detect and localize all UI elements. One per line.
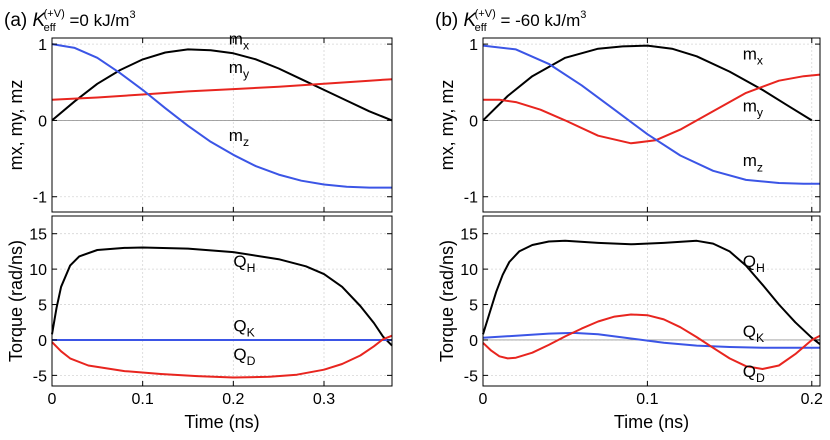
panel-a-bottom-ytick-label: 10 [29,262,47,279]
panel-a-top-label-mx: mx [229,29,249,52]
panel-b-xtick-label: 0 [479,391,488,408]
panel-a-xtick-label: 0.2 [222,391,244,408]
panel-b-top-label-mx: mx [743,44,763,67]
panel-b-top-ylabel: mx, my, mz [437,80,457,171]
panel-b-bottom-ytick-label: -5 [464,368,478,385]
panel-b-top-series-my [483,73,821,145]
panel-a-bottom-frame [51,215,393,387]
panel-b-xtick-label: 0.2 [801,391,823,408]
panel-b-xlabel: Time (ns) [614,412,689,432]
panel-a-bottom-ytick-label: 0 [38,333,47,350]
panel-b-bottom-ytick-label: 0 [469,333,478,350]
panel-a-bottom-ytick-label: -5 [33,368,47,385]
panel-b-top-label-mz: mz [743,151,763,174]
panel-b-bottom-label-QD: QD [743,362,765,385]
panel-a-top-frame [51,37,393,213]
panel-b-bottom-frame [482,215,821,387]
panel-b-bottom-series-QH [482,239,821,345]
panel-a-top-label-my: my [229,58,250,81]
panel-b-top-frame [482,37,821,213]
panel-b-bottom-label-QH: QH [743,252,765,275]
panel-b-bottom-ytick-label: 15 [460,227,478,244]
panel-a-bottom-label-QK: QK [233,316,255,339]
panel-a-bottom-label-QD: QD [233,345,255,368]
panel-a-top-ytick-label: 0 [38,113,47,130]
panel-b-bottom-ytick-label: 5 [469,298,478,315]
panel-a-top-label-mz: mz [229,126,249,149]
panel-a-bottom-label-QH: QH [233,252,255,275]
panel-a-bottom-series-QD [51,334,393,379]
panel-a-top-ylabel: mx, my, mz [6,80,26,171]
panel-a-xtick-label: 0.1 [132,391,154,408]
panel-b-bottom-ytick-label: 10 [460,262,478,279]
panel-a-xlabel: Time (ns) [184,412,259,432]
panel-a-xtick-label: 0 [48,391,57,408]
panel-a-top-ytick-label: -1 [33,190,47,207]
panel-b-top-label-my: my [743,96,764,119]
panel-a-top-series-my [51,78,393,101]
panel-b-top-series-mx [482,44,813,122]
panel-a-top-ytick-label: 1 [38,37,47,54]
panel-b-bottom-ylabel: Torque (rad/ns) [437,240,457,362]
panel-a-bottom-ytick-label: 15 [29,227,47,244]
panel-b-bottom-series-QK [482,331,820,349]
panel-b-xtick-label: 0.1 [636,391,658,408]
panel-a-bottom-series-QH [51,246,393,347]
panel-b-top-ytick-label: 1 [469,37,478,54]
panel-a-top-series-mx [51,48,393,122]
panel-a-top-series-mz [51,43,392,189]
panel-b-title: (b) Keff(+V) = -60 kJ/m3 [435,8,586,34]
panel-b-top-series-mz [482,44,820,185]
panel-a-bottom-ylabel: Torque (rad/ns) [6,240,26,362]
panel-b-bottom-series-QD [482,313,821,370]
panel-a-xtick-label: 0.3 [313,391,335,408]
panel-a-bottom-ytick-label: 5 [38,298,47,315]
panel-b-top-ytick-label: -1 [464,190,478,207]
panel-b-bottom-label-QK: QK [743,322,765,345]
panel-a-title: (a) Keff(+V) =0 kJ/m3 [4,8,136,34]
panel-b-top-ytick-label: 0 [469,113,478,130]
